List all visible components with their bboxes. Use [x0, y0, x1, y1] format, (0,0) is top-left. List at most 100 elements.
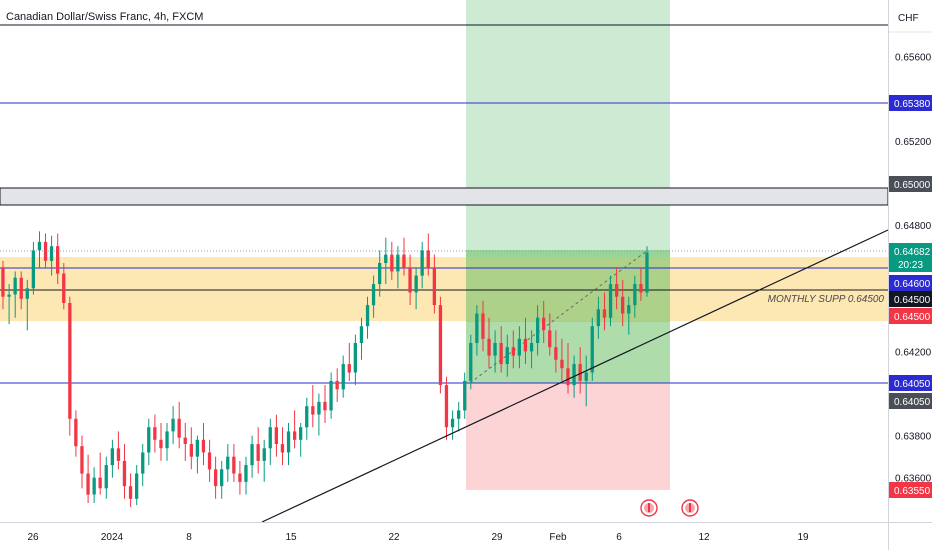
candle-body: [250, 444, 254, 466]
candle-body: [317, 401, 321, 415]
candle-body: [37, 241, 42, 251]
candle: [517, 326, 521, 369]
candle-body: [165, 431, 169, 449]
candle-body: [86, 473, 90, 495]
candle: [80, 435, 84, 489]
candle-body: [329, 380, 333, 411]
candle: [214, 456, 218, 499]
candle: [554, 330, 558, 373]
candle-body: [426, 250, 430, 268]
candle: [511, 330, 515, 369]
candle-body: [420, 250, 424, 276]
candle-body: [299, 427, 303, 440]
svg-text:0.64050: 0.64050: [894, 379, 931, 390]
price-tag-64500-red: 0.64500: [889, 308, 932, 324]
candle: [627, 296, 631, 335]
candle: [19, 271, 23, 310]
candle-body: [536, 317, 540, 343]
candle-body: [523, 338, 528, 352]
candle-body: [31, 250, 35, 289]
candle-body: [584, 372, 588, 381]
currency-label: CHF: [898, 13, 919, 24]
price-tag-64600: 0.64600: [889, 275, 932, 291]
svg-text:0.64500: 0.64500: [894, 295, 931, 306]
candle-body: [244, 465, 248, 482]
candle: [43, 233, 48, 268]
ascending-trendline[interactable]: [261, 229, 889, 523]
candle-body: [1, 267, 5, 297]
svg-text:0.65000: 0.65000: [894, 180, 931, 191]
candle-body: [280, 444, 285, 453]
candle: [438, 296, 443, 394]
candle-body: [110, 448, 114, 466]
time-tick-label: 2024: [101, 532, 124, 543]
candle: [13, 271, 17, 318]
candle: [529, 330, 534, 369]
candle: [226, 444, 230, 482]
candle: [280, 427, 285, 466]
candle: [420, 241, 424, 289]
candle-body: [171, 418, 175, 432]
candle: [1, 260, 5, 310]
candle: [548, 313, 552, 356]
time-tick-label: 26: [27, 532, 39, 543]
candle-body: [438, 305, 443, 386]
candle-body: [596, 309, 600, 327]
candle-body: [359, 326, 364, 343]
svg-text:20:23: 20:23: [898, 260, 923, 271]
time-tick-label: 15: [285, 532, 297, 543]
price-tick-label: 0.65200: [895, 137, 932, 148]
candle: [165, 423, 169, 461]
candle-body: [475, 313, 479, 343]
candle-body: [450, 418, 455, 428]
candle: [615, 267, 619, 310]
candle: [25, 279, 29, 331]
svg-text:0.65380: 0.65380: [894, 99, 931, 110]
candle: [371, 275, 376, 318]
candle: [450, 410, 455, 440]
supply-zone: [0, 257, 888, 321]
candle-body: [62, 273, 66, 303]
candle: [104, 456, 108, 499]
candle: [536, 305, 540, 356]
event-flag-icon[interactable]: [640, 499, 658, 517]
price-tag-64500: 0.64500: [889, 291, 932, 307]
candle: [390, 241, 394, 280]
candle: [110, 439, 114, 478]
candle-body: [371, 284, 376, 306]
candle: [250, 435, 254, 478]
candle: [384, 237, 388, 285]
event-flag-icon[interactable]: [681, 499, 699, 517]
candle-body: [92, 477, 96, 495]
candle-body: [293, 431, 297, 440]
candle-body: [384, 254, 388, 263]
candle: [463, 372, 467, 419]
candle-body: [141, 452, 145, 474]
candle-body: [116, 448, 121, 461]
candle: [457, 401, 461, 432]
candle: [505, 334, 509, 377]
candle: [378, 250, 382, 297]
candle: [201, 423, 206, 466]
svg-text:0.64500: 0.64500: [894, 312, 931, 323]
candle-body: [487, 338, 491, 356]
chart-title: Canadian Dollar/Swiss Franc, 4h, FXCM: [6, 11, 203, 23]
candle-body: [238, 473, 242, 482]
candle: [341, 355, 345, 398]
price-tick-label: 0.63600: [895, 474, 932, 485]
candle: [621, 279, 625, 327]
candle: [268, 418, 272, 466]
candle-body: [639, 284, 643, 293]
candle-body: [378, 263, 382, 285]
candle: [475, 305, 479, 356]
candle-body: [159, 439, 163, 449]
candle-body: [43, 241, 48, 261]
time-tick-label: 8: [186, 532, 192, 543]
candle-body: [274, 427, 278, 444]
candle-body: [13, 277, 17, 295]
time-tick-label: 19: [797, 532, 809, 543]
candle: [68, 296, 72, 436]
candle: [62, 263, 66, 310]
price-tick-label: 0.64800: [895, 221, 932, 232]
